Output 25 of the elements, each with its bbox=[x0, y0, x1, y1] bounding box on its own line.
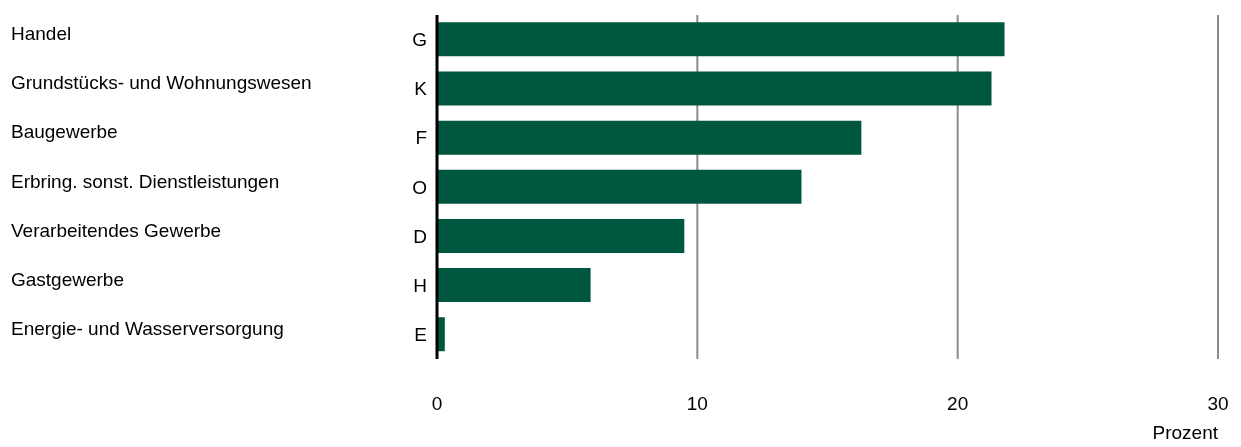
y-tick-label: Verarbeitendes Gewerbe bbox=[11, 219, 222, 241]
y-tick-label: Grundstücks- und Wohnungswesen bbox=[11, 72, 312, 94]
text: H bbox=[413, 274, 427, 296]
y-tick-label: Handel bbox=[11, 23, 72, 45]
y-tick-label: Erbring. sonst. Dienstleistungen bbox=[11, 170, 280, 192]
text: F bbox=[415, 127, 427, 149]
text: E bbox=[414, 323, 427, 345]
text: G bbox=[412, 29, 427, 51]
bar bbox=[437, 268, 591, 303]
y-tick-label: Energie- und Wasserversorgung bbox=[11, 317, 284, 339]
bar bbox=[437, 22, 1005, 57]
text: K bbox=[414, 78, 428, 100]
bar bbox=[437, 218, 685, 253]
bar bbox=[437, 71, 992, 106]
text: D bbox=[413, 225, 427, 247]
y-tick-label: Gastgewerbe bbox=[11, 268, 125, 290]
x-tick-label: 30 bbox=[1207, 393, 1229, 415]
x-tick-label: 10 bbox=[686, 393, 708, 415]
x-tick-label: 0 bbox=[431, 393, 443, 415]
y-tick-label: Baugewerbe bbox=[11, 121, 118, 143]
bar bbox=[437, 120, 862, 155]
bar bbox=[437, 169, 802, 204]
x-axis-title: Prozent bbox=[1152, 422, 1219, 443]
text: O bbox=[412, 176, 427, 198]
x-tick-label: 20 bbox=[947, 393, 969, 415]
